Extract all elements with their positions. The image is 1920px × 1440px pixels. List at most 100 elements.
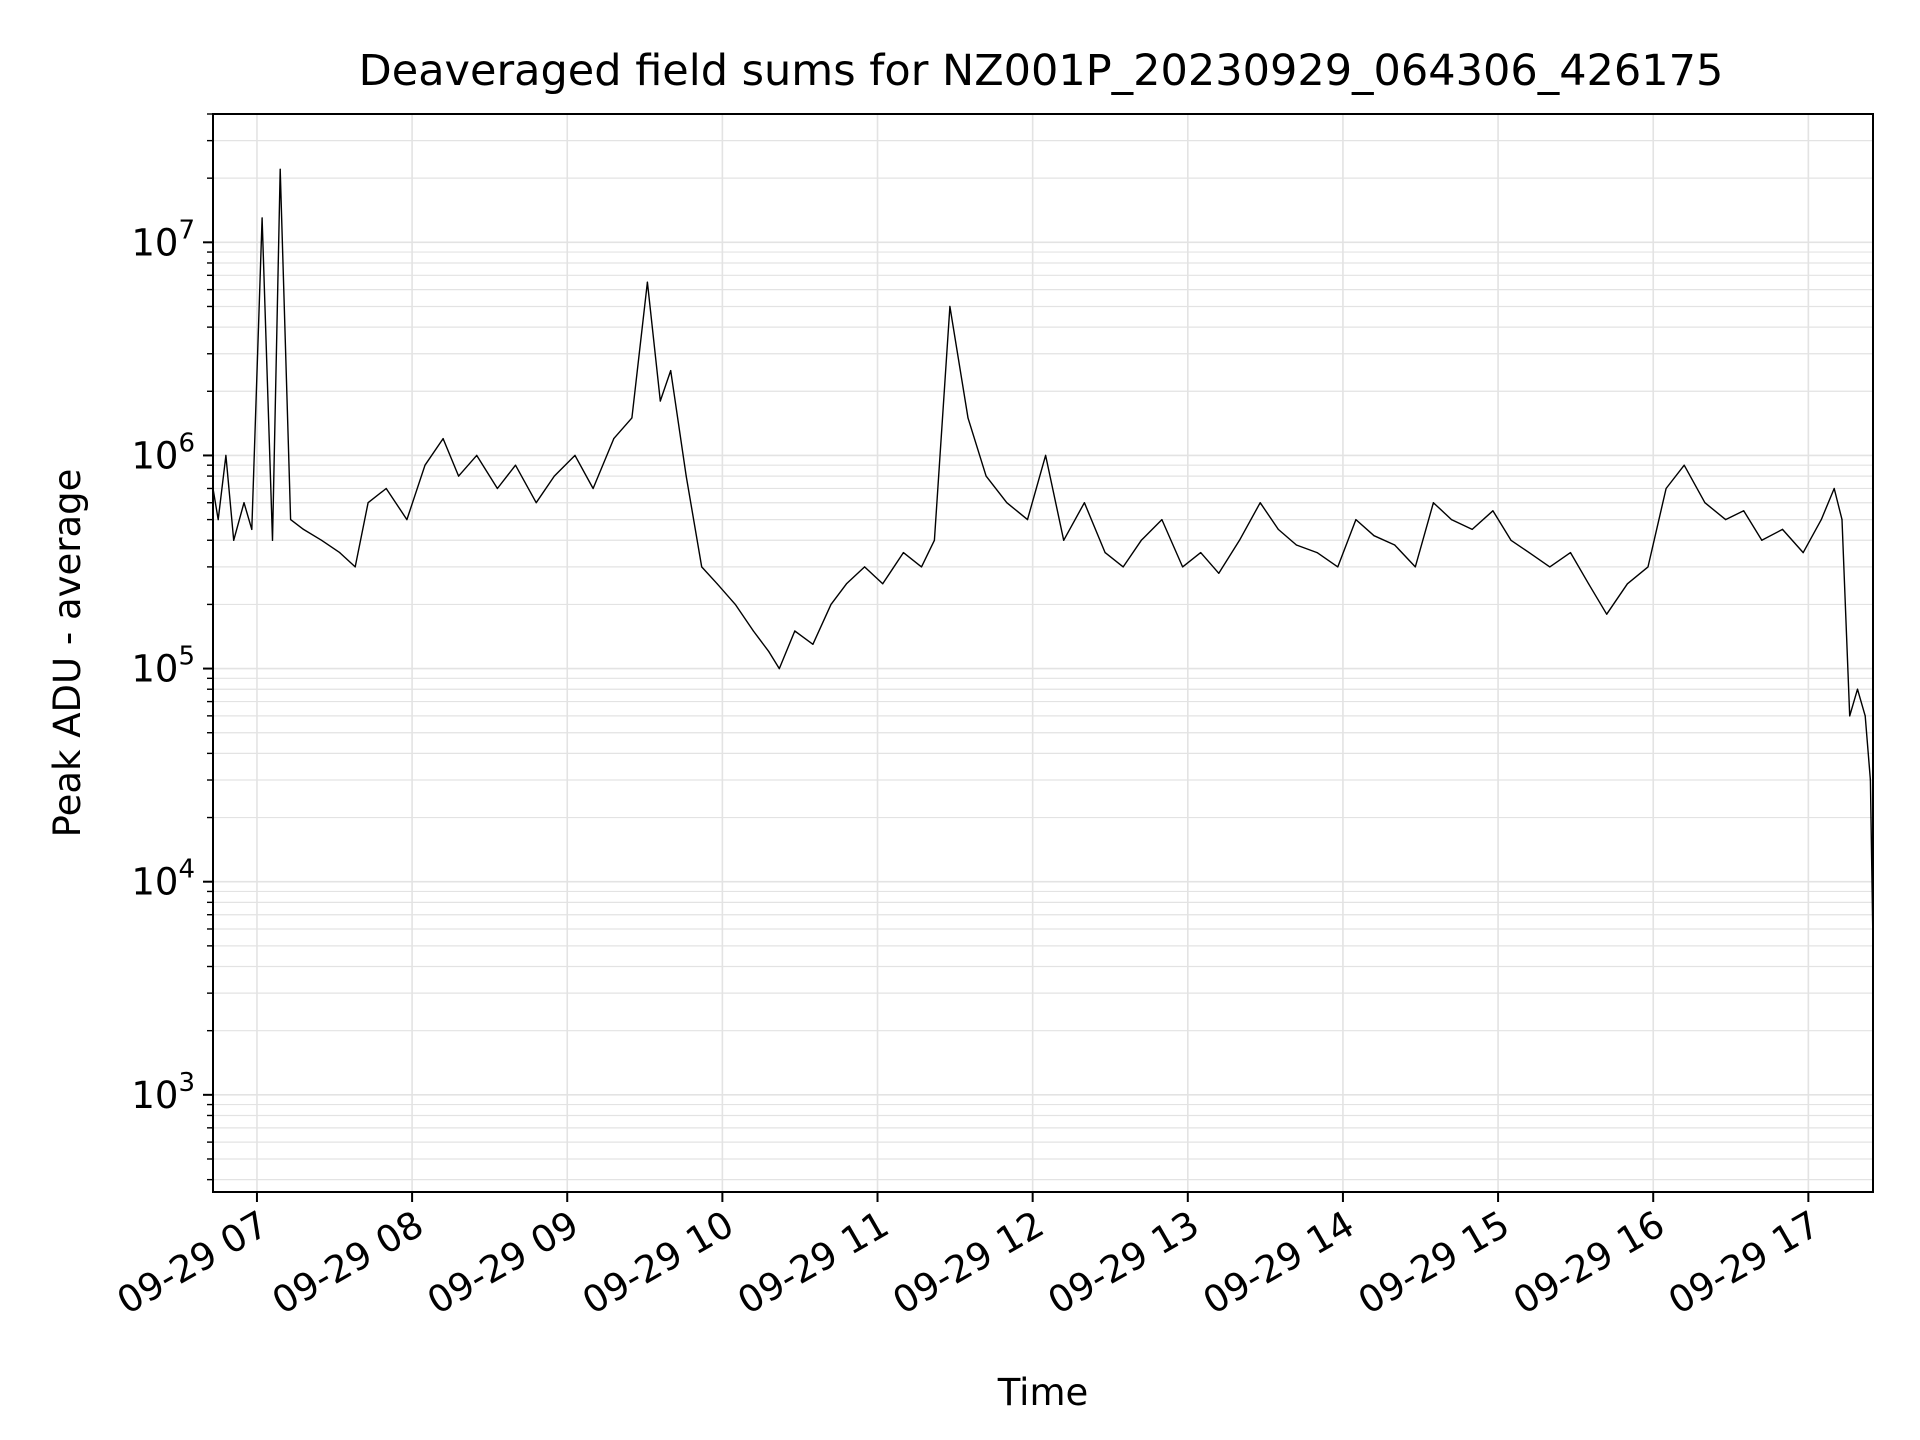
y-tick-label-exponent: 5 xyxy=(178,642,195,672)
data-point xyxy=(385,487,387,490)
data-point xyxy=(514,464,517,466)
data-point xyxy=(339,552,341,554)
data-point xyxy=(1083,502,1085,504)
data-point xyxy=(1856,688,1859,690)
y-tick-label-base: 10 xyxy=(131,434,178,477)
data-point xyxy=(217,519,219,521)
data-point xyxy=(1295,544,1297,546)
data-point xyxy=(1841,519,1843,521)
data-point xyxy=(659,400,661,402)
data-point xyxy=(251,528,253,531)
y-tick-label: 106 xyxy=(131,428,195,477)
data-point xyxy=(1802,552,1804,554)
data-point xyxy=(1833,487,1835,490)
data-point xyxy=(882,583,884,585)
data-point xyxy=(646,281,649,283)
grid-lines xyxy=(213,113,1873,1192)
data-point xyxy=(967,417,969,419)
data-point xyxy=(1492,510,1494,512)
data-point xyxy=(321,539,323,541)
plot-area xyxy=(212,113,1874,1193)
data-point xyxy=(1045,454,1047,456)
data-point xyxy=(1704,502,1706,504)
data-point xyxy=(1569,552,1572,554)
data-point xyxy=(716,583,718,585)
y-tick-label-base: 10 xyxy=(131,1074,178,1117)
data-point xyxy=(1104,552,1106,554)
data-point xyxy=(261,217,263,219)
data-point xyxy=(1238,539,1241,541)
data-point xyxy=(778,668,780,670)
y-tick-label-exponent: 4 xyxy=(178,855,195,885)
data-point xyxy=(933,539,936,541)
data-point xyxy=(985,475,987,477)
data-point xyxy=(1394,544,1396,546)
data-point xyxy=(1414,566,1416,568)
data-point xyxy=(845,583,848,585)
data-point xyxy=(1063,539,1065,541)
data-point xyxy=(1528,552,1530,554)
data-point xyxy=(1140,539,1142,541)
data-point xyxy=(354,566,356,568)
data-point xyxy=(685,475,687,477)
data-point xyxy=(631,417,633,419)
plot-background xyxy=(213,114,1873,1192)
y-tick-label-base: 10 xyxy=(131,221,178,264)
data-point xyxy=(1161,519,1163,521)
data-point xyxy=(1761,539,1763,541)
data-point xyxy=(1218,572,1220,574)
data-point xyxy=(1337,566,1339,568)
data-point xyxy=(734,603,736,606)
data-point xyxy=(794,630,796,632)
data-point xyxy=(1006,502,1008,504)
data-point xyxy=(1606,613,1608,615)
data-point xyxy=(225,454,227,456)
data-point xyxy=(406,519,408,521)
data-point xyxy=(670,370,672,372)
y-tick-label-exponent: 3 xyxy=(178,1068,195,1098)
data-point xyxy=(233,539,235,541)
y-tick-label-base: 10 xyxy=(131,861,178,904)
data-point xyxy=(367,502,369,504)
data-point xyxy=(458,475,460,477)
data-point xyxy=(949,305,951,308)
data-point xyxy=(1200,552,1202,554)
data-point xyxy=(279,168,281,170)
data-point xyxy=(1665,487,1667,490)
y-tick-label: 104 xyxy=(131,855,195,904)
data-point xyxy=(812,643,814,645)
x-axis-label: Time xyxy=(997,1371,1089,1414)
data-point xyxy=(243,502,245,504)
y-tick-label: 103 xyxy=(131,1068,195,1117)
data-point xyxy=(1355,519,1357,521)
data-point xyxy=(1259,502,1261,504)
data-point xyxy=(864,566,866,568)
data-point xyxy=(752,630,755,632)
data-point xyxy=(701,566,703,568)
data-point xyxy=(1471,528,1473,531)
data-point xyxy=(1549,566,1551,568)
data-point xyxy=(768,651,770,653)
data-point xyxy=(1432,502,1434,504)
data-point xyxy=(496,487,498,490)
chart-title: Deaveraged field sums for NZ001P_2023092… xyxy=(359,46,1724,96)
data-point xyxy=(1820,519,1822,521)
y-tick-label-exponent: 6 xyxy=(178,428,195,458)
y-tick-label: 105 xyxy=(131,642,195,691)
series-group xyxy=(212,168,1874,947)
data-point xyxy=(1683,464,1685,466)
data-point xyxy=(1026,519,1029,521)
y-axis-label: Peak ADU - average xyxy=(46,469,89,838)
data-point xyxy=(424,464,426,466)
data-point xyxy=(1849,715,1851,717)
data-point xyxy=(271,539,274,541)
data-point xyxy=(1588,583,1590,585)
data-point xyxy=(830,603,832,606)
data-point xyxy=(613,438,615,440)
data-point xyxy=(1450,519,1453,521)
data-point xyxy=(476,454,478,456)
plot-frame xyxy=(212,113,1874,1193)
data-point xyxy=(1626,583,1628,585)
data-point xyxy=(1725,519,1727,521)
